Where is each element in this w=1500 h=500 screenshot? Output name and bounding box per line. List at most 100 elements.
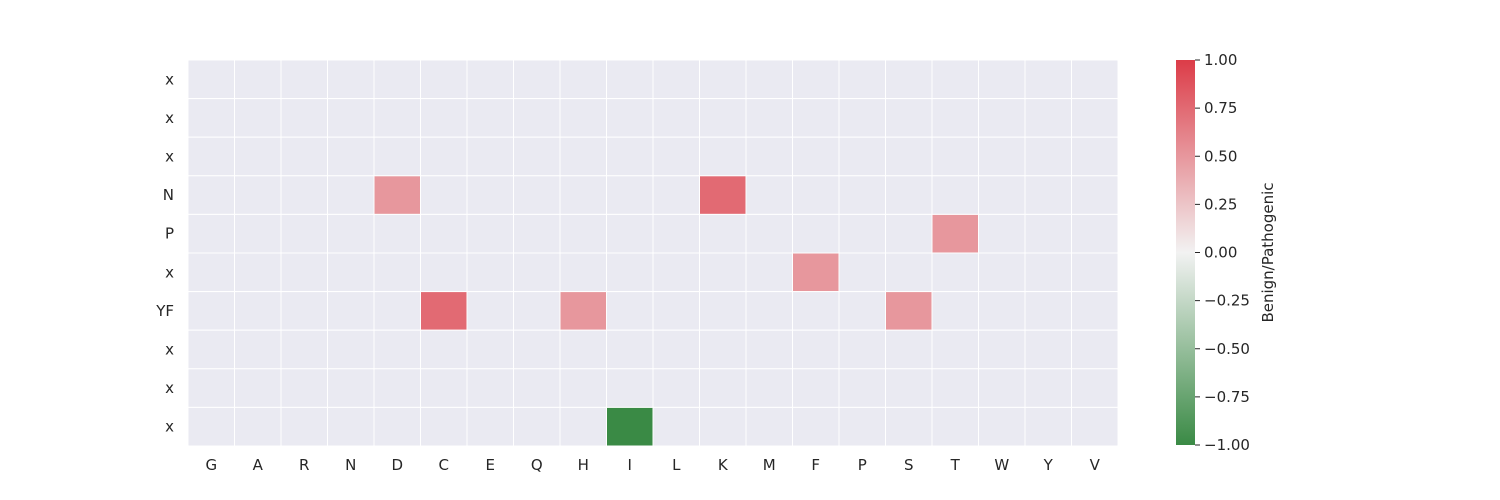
heatmap-cell — [1024, 59, 1072, 100]
heatmap-cell — [280, 329, 328, 370]
heatmap-cell — [187, 213, 235, 254]
heatmap-cell — [699, 252, 747, 293]
heatmap-cell — [606, 98, 654, 138]
heatmap-cell — [187, 368, 235, 408]
heatmap-cell — [1071, 329, 1119, 370]
heatmap-cell — [1024, 175, 1072, 215]
heatmap-cell — [745, 59, 793, 100]
heatmap-cell — [234, 213, 282, 254]
heatmap-cell — [513, 175, 561, 215]
heatmap-cell — [745, 291, 793, 331]
heatmap-cell — [466, 252, 514, 293]
heatmap-cell — [652, 291, 700, 331]
heatmap-cell — [745, 213, 793, 254]
heatmap-cell — [327, 136, 375, 177]
heatmap-cell — [978, 175, 1026, 215]
heatmap-cell — [1024, 213, 1072, 254]
heatmap-cell — [234, 406, 282, 447]
heatmap-cell — [792, 329, 840, 370]
heatmap-cell — [978, 59, 1026, 100]
heatmap-cell — [1071, 368, 1119, 408]
heatmap-cell — [1071, 59, 1119, 100]
heatmap-cell — [699, 406, 747, 447]
heatmap-cell-filled — [699, 175, 747, 215]
heatmap-cell — [1071, 291, 1119, 331]
heatmap-cell — [745, 98, 793, 138]
heatmap-cell — [420, 213, 468, 254]
heatmap-cell — [606, 213, 654, 254]
x-tick-label: H — [578, 456, 589, 474]
heatmap-cell — [559, 368, 607, 408]
heatmap-cell — [513, 213, 561, 254]
heatmap-cell — [652, 329, 700, 370]
heatmap-cell — [187, 175, 235, 215]
heatmap-cell — [327, 406, 375, 447]
heatmap-cell — [931, 291, 979, 331]
heatmap-cell — [885, 252, 933, 293]
heatmap-cell — [838, 59, 886, 100]
heatmap-cell — [513, 59, 561, 100]
heatmap-cell — [234, 329, 282, 370]
heatmap-cell — [745, 252, 793, 293]
heatmap-cell — [234, 98, 282, 138]
heatmap-cell — [978, 136, 1026, 177]
x-tick-label: N — [345, 456, 356, 474]
heatmap-cell — [606, 291, 654, 331]
heatmap-cell — [559, 406, 607, 447]
heatmap-cell — [420, 59, 468, 100]
heatmap-cell — [1071, 252, 1119, 293]
heatmap-cell — [978, 213, 1026, 254]
heatmap-cell — [885, 175, 933, 215]
heatmap-cell — [559, 329, 607, 370]
heatmap-cell — [1024, 368, 1072, 408]
heatmap-cell — [234, 368, 282, 408]
heatmap-cell — [652, 406, 700, 447]
heatmap-cell — [559, 59, 607, 100]
heatmap-cell — [373, 98, 421, 138]
heatmap-cell — [280, 406, 328, 447]
heatmap-cell — [373, 59, 421, 100]
heatmap-cell — [466, 213, 514, 254]
heatmap-cells — [187, 59, 1119, 447]
heatmap-cell — [187, 136, 235, 177]
heatmap-cell — [885, 213, 933, 254]
colorbar-tick-label: 1.00 — [1204, 51, 1237, 69]
heatmap-cell — [792, 136, 840, 177]
x-tick-label: A — [253, 456, 264, 474]
heatmap-cell — [885, 329, 933, 370]
y-tick-label: x — [165, 109, 174, 127]
heatmap-cell — [1071, 98, 1119, 138]
heatmap-cell — [838, 98, 886, 138]
heatmap-cell — [838, 213, 886, 254]
heatmap-cell — [931, 406, 979, 447]
heatmap-cell — [187, 406, 235, 447]
heatmap-cell — [885, 136, 933, 177]
heatmap-cell — [466, 329, 514, 370]
heatmap-cell-filled — [885, 291, 933, 331]
heatmap-cell — [280, 175, 328, 215]
heatmap-cell — [280, 368, 328, 408]
heatmap-cell — [327, 98, 375, 138]
heatmap-cell — [234, 175, 282, 215]
heatmap-cell — [373, 329, 421, 370]
heatmap-cell — [234, 291, 282, 331]
x-tick-label: Y — [1043, 456, 1054, 474]
heatmap-cell — [792, 368, 840, 408]
y-tick-label: x — [165, 148, 174, 166]
heatmap-cell — [652, 59, 700, 100]
heatmap-cell — [280, 291, 328, 331]
heatmap-cell-filled — [420, 291, 468, 331]
x-tick-label: T — [950, 456, 961, 474]
heatmap-cell — [187, 59, 235, 100]
heatmap-cell — [1071, 406, 1119, 447]
x-tick-label: Q — [531, 456, 543, 474]
heatmap-cell — [420, 252, 468, 293]
x-tick-label: R — [299, 456, 309, 474]
heatmap-cell — [420, 98, 468, 138]
heatmap-cell-filled — [931, 213, 979, 254]
heatmap-cell — [373, 136, 421, 177]
x-tick-label: V — [1090, 456, 1101, 474]
heatmap-cell — [931, 252, 979, 293]
heatmap-cell — [606, 136, 654, 177]
heatmap-cell — [745, 368, 793, 408]
